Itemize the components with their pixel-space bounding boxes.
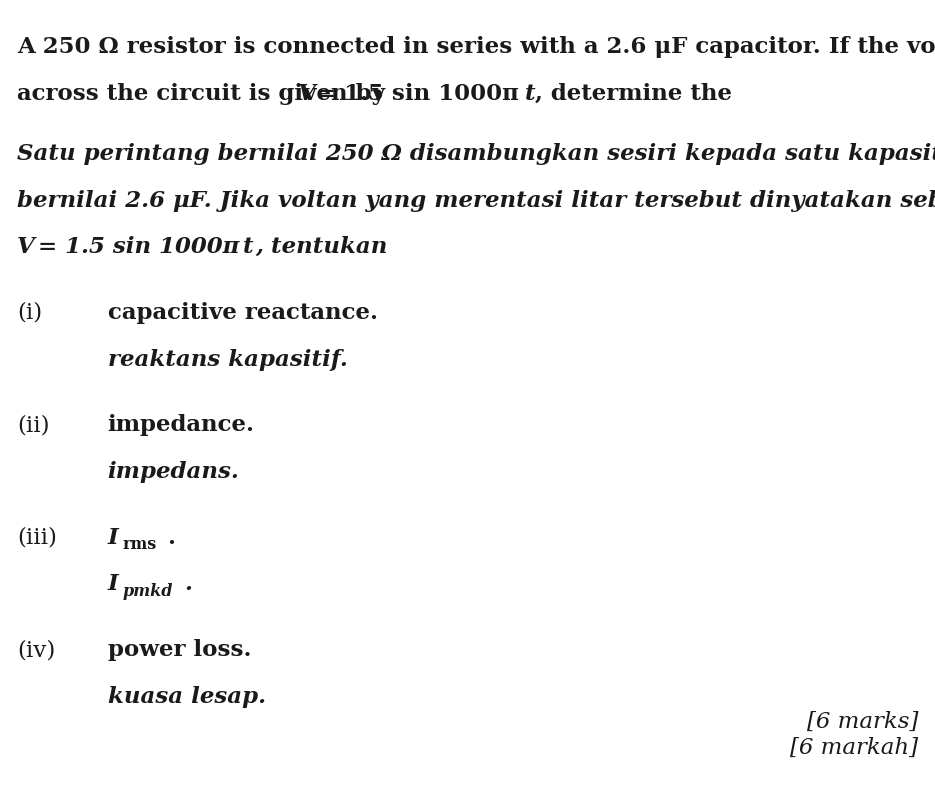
Text: Satu perintang bernilai 250 Ω disambungkan sesiri kepada satu kapasitor: Satu perintang bernilai 250 Ω disambungk… [17,143,935,164]
Text: [6 markah]: [6 markah] [790,736,918,758]
Text: (iii): (iii) [17,526,57,548]
Text: = 1.5 sin 1000π: = 1.5 sin 1000π [309,83,519,104]
Text: impedance.: impedance. [108,414,254,435]
Text: I: I [108,526,118,548]
Text: t: t [243,236,253,257]
Text: capacitive reactance.: capacitive reactance. [108,302,378,323]
Text: = 1.5 sin 1000π: = 1.5 sin 1000π [30,236,239,257]
Text: impedans.: impedans. [108,460,239,482]
Text: (i): (i) [17,302,42,323]
Text: (ii): (ii) [17,414,50,435]
Text: across the circuit is given by: across the circuit is given by [17,83,393,104]
Text: (iv): (iv) [17,638,55,660]
Text: pmkd: pmkd [122,582,173,599]
Text: .: . [167,526,176,548]
Text: V: V [17,236,35,257]
Text: V: V [297,83,315,104]
Text: .: . [184,573,193,594]
Text: t: t [525,83,535,104]
Text: , determine the: , determine the [535,83,732,104]
Text: reaktans kapasitif.: reaktans kapasitif. [108,348,348,370]
Text: , tentukan: , tentukan [255,236,388,257]
Text: bernilai 2.6 μF. Jika voltan yang merentasi litar tersebut dinyatakan sebagai: bernilai 2.6 μF. Jika voltan yang merent… [17,189,935,211]
Text: power loss.: power loss. [108,638,251,660]
Text: rms: rms [122,536,157,553]
Text: I: I [108,573,118,594]
Text: kuasa lesap.: kuasa lesap. [108,685,266,707]
Text: [6 marks]: [6 marks] [807,710,918,731]
Text: A 250 Ω resistor is connected in series with a 2.6 μF capacitor. If the voltage: A 250 Ω resistor is connected in series … [17,36,935,58]
